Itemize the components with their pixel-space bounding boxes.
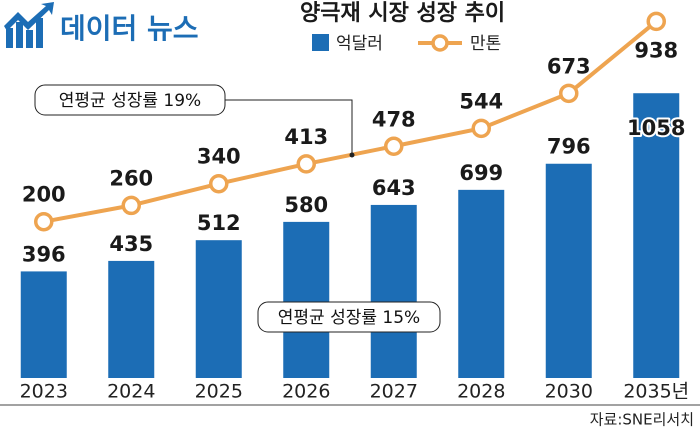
line-marker [471, 118, 491, 139]
data-label: 200 [22, 183, 66, 207]
data-label: 435 [109, 232, 153, 256]
line-marker [209, 173, 229, 194]
line-marker [296, 154, 316, 174]
data-label: 673 [547, 54, 591, 78]
data-label: 260 [109, 166, 153, 190]
data-label: 544 [459, 89, 503, 113]
x-tick-label: 2028 [457, 381, 505, 403]
bar [633, 93, 680, 378]
data-label: 512 [197, 211, 241, 235]
x-tick-label: 2024 [107, 381, 155, 403]
plot [20, 11, 680, 378]
line-marker [384, 136, 404, 157]
x-tick-label: 2025 [195, 381, 243, 403]
line-marker [34, 211, 54, 232]
data-label: 643 [372, 176, 416, 200]
data-label: 413 [284, 125, 328, 149]
data-label: 478 [372, 107, 416, 131]
legend-swatch [312, 34, 329, 51]
bar [20, 271, 67, 378]
bar [545, 163, 592, 378]
data-label: 1058 [627, 116, 685, 140]
x-tick-label: 2027 [370, 381, 418, 403]
bar [458, 189, 505, 378]
data-label: 796 [547, 135, 591, 159]
annotation-15: 연평균 성장률 15% [257, 301, 441, 333]
data-label: 396 [22, 242, 66, 266]
legend: 억달러 만톤 [312, 34, 501, 54]
chart-title: 양극재 시장 성장 추이 [300, 1, 505, 26]
bar [195, 240, 242, 378]
legend-marker [431, 34, 449, 52]
annotation-19: 연평균 성장률 19% [34, 84, 355, 158]
annotation: 연평균 성장률 19% [59, 91, 201, 111]
annotation: 연평균 성장률 15% [278, 308, 420, 328]
legend-label: 만톤 [470, 34, 501, 54]
brand: 데이터 뉴스 [60, 12, 199, 45]
data-label: 938 [634, 38, 678, 62]
brand-icon [4, 2, 54, 48]
line-marker [121, 195, 141, 216]
x-tick-label: 2026 [282, 381, 330, 403]
data-label: 699 [459, 161, 503, 185]
line-marker [559, 83, 579, 104]
bar [370, 204, 417, 378]
bar [108, 260, 155, 378]
line-marker [646, 11, 666, 32]
x-tick-label: 2023 [20, 381, 68, 403]
data-label: 340 [197, 145, 241, 169]
source: 자료:SNE리서치 [590, 411, 694, 429]
data-label: 580 [284, 193, 328, 217]
x-tick-label: 2030 [545, 381, 593, 403]
legend-label: 억달러 [336, 34, 383, 54]
bar [283, 221, 330, 378]
x-tick-label: 2035년 [623, 381, 689, 403]
